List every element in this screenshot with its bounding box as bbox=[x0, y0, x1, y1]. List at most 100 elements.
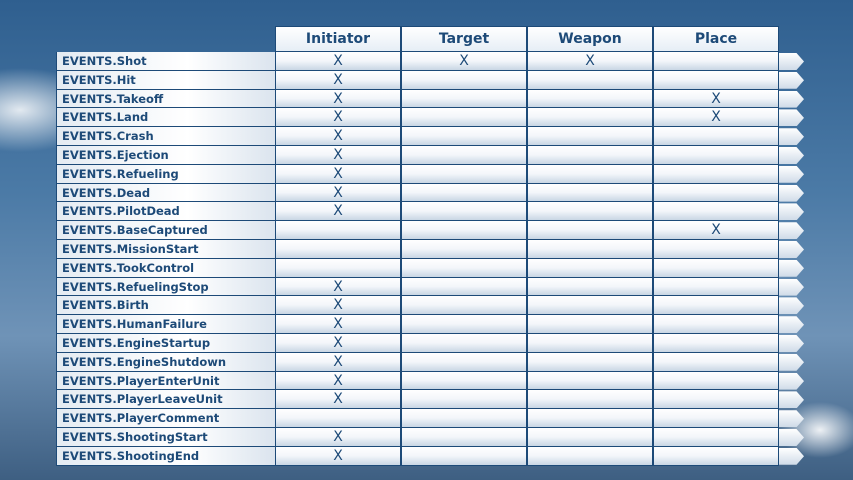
row-arrow-icon bbox=[779, 147, 804, 164]
cell-target bbox=[401, 89, 527, 109]
table-row: EVENTS.Refueling X bbox=[56, 164, 804, 184]
row-arrow-icon bbox=[779, 297, 804, 315]
cell-place bbox=[653, 127, 779, 146]
row-arrow-icon bbox=[779, 429, 804, 446]
event-name: EVENTS.EngineShutdown bbox=[56, 352, 276, 372]
table-row: EVENTS.Ejection X bbox=[56, 146, 804, 165]
column-header-target: Target bbox=[401, 26, 527, 52]
x-mark: X bbox=[333, 372, 343, 389]
row-arrow-icon bbox=[779, 278, 804, 296]
cell-weapon bbox=[527, 390, 653, 410]
cell-place bbox=[653, 371, 779, 391]
column-header-place: Place bbox=[653, 26, 779, 52]
row-arrow-icon bbox=[779, 316, 804, 334]
cell-place: X bbox=[653, 108, 779, 128]
cell-initiator: X bbox=[275, 146, 401, 165]
cell-target bbox=[401, 146, 527, 165]
cell-initiator: X bbox=[275, 315, 401, 334]
x-mark: X bbox=[333, 184, 343, 201]
cell-initiator: X bbox=[275, 89, 401, 109]
event-name: EVENTS.ShootingEnd bbox=[56, 446, 276, 466]
cell-place bbox=[653, 240, 779, 259]
cell-weapon bbox=[527, 277, 653, 297]
cell-initiator: X bbox=[275, 352, 401, 372]
event-name: EVENTS.Land bbox=[56, 108, 276, 128]
x-mark: X bbox=[333, 71, 343, 88]
event-name: EVENTS.Refueling bbox=[56, 164, 276, 184]
row-arrow-icon bbox=[779, 109, 804, 127]
cell-place bbox=[653, 164, 779, 184]
event-name: EVENTS.MissionStart bbox=[56, 240, 276, 259]
x-mark: X bbox=[333, 165, 343, 182]
cell-target bbox=[401, 164, 527, 184]
row-arrow-icon bbox=[779, 353, 804, 371]
x-mark: X bbox=[333, 447, 343, 464]
cell-target bbox=[401, 221, 527, 240]
cell-weapon bbox=[527, 164, 653, 184]
cell-weapon bbox=[527, 127, 653, 146]
cell-initiator: X bbox=[275, 164, 401, 184]
x-mark: X bbox=[333, 391, 343, 408]
event-name: EVENTS.Takeoff bbox=[56, 89, 276, 109]
cell-weapon bbox=[527, 315, 653, 334]
cell-initiator: X bbox=[275, 127, 401, 146]
cell-weapon bbox=[527, 146, 653, 165]
cell-target bbox=[401, 371, 527, 391]
cell-place bbox=[653, 315, 779, 334]
cell-target bbox=[401, 183, 527, 203]
event-name: EVENTS.RefuelingStop bbox=[56, 277, 276, 297]
table-row: EVENTS.TookControl bbox=[56, 258, 804, 278]
cell-place bbox=[653, 202, 779, 222]
cell-weapon bbox=[527, 409, 653, 428]
cell-target bbox=[401, 240, 527, 259]
x-mark: X bbox=[333, 147, 343, 163]
cell-place: X bbox=[653, 89, 779, 109]
cell-target bbox=[401, 108, 527, 128]
table-row: EVENTS.BaseCaptured X bbox=[56, 221, 804, 240]
table-row: EVENTS.Birth X bbox=[56, 296, 804, 316]
column-header-initiator: Initiator bbox=[275, 26, 401, 52]
cell-place bbox=[653, 183, 779, 203]
event-name: EVENTS.ShootingStart bbox=[56, 428, 276, 447]
cell-initiator: X bbox=[275, 70, 401, 90]
table-row: EVENTS.EngineStartup X bbox=[56, 334, 804, 353]
cell-target bbox=[401, 390, 527, 410]
cell-place bbox=[653, 390, 779, 410]
cell-initiator: X bbox=[275, 390, 401, 410]
cell-place bbox=[653, 277, 779, 297]
cell-weapon bbox=[527, 240, 653, 259]
row-arrow-icon bbox=[779, 259, 804, 277]
table-row: EVENTS.PlayerComment bbox=[56, 409, 804, 428]
cell-target bbox=[401, 202, 527, 222]
cell-weapon bbox=[527, 446, 653, 466]
event-name: EVENTS.Birth bbox=[56, 296, 276, 316]
cell-initiator: X bbox=[275, 296, 401, 316]
cell-weapon bbox=[527, 221, 653, 240]
table-row: EVENTS.EngineShutdown X bbox=[56, 352, 804, 372]
cell-place bbox=[653, 52, 779, 71]
cell-target bbox=[401, 127, 527, 146]
table-row: EVENTS.Crash X bbox=[56, 127, 804, 146]
cell-weapon bbox=[527, 183, 653, 203]
x-mark: X bbox=[585, 53, 595, 69]
cell-weapon bbox=[527, 371, 653, 391]
x-mark: X bbox=[711, 109, 721, 126]
cell-target bbox=[401, 428, 527, 447]
cell-initiator: X bbox=[275, 334, 401, 353]
cell-place bbox=[653, 258, 779, 278]
cell-target bbox=[401, 334, 527, 353]
x-mark: X bbox=[333, 109, 343, 126]
row-arrow-icon bbox=[779, 241, 804, 258]
row-arrow-icon bbox=[779, 71, 804, 89]
cell-place bbox=[653, 352, 779, 372]
table-row: EVENTS.Shot X X X bbox=[56, 52, 804, 71]
table-row: EVENTS.ShootingStart X bbox=[56, 428, 804, 447]
cell-initiator bbox=[275, 258, 401, 278]
table-row: EVENTS.Dead X bbox=[56, 183, 804, 203]
cell-place bbox=[653, 146, 779, 165]
x-mark: X bbox=[711, 222, 721, 239]
cell-weapon: X bbox=[527, 52, 653, 71]
x-mark: X bbox=[333, 203, 343, 220]
cell-initiator: X bbox=[275, 446, 401, 466]
table-row: EVENTS.PilotDead X bbox=[56, 202, 804, 222]
